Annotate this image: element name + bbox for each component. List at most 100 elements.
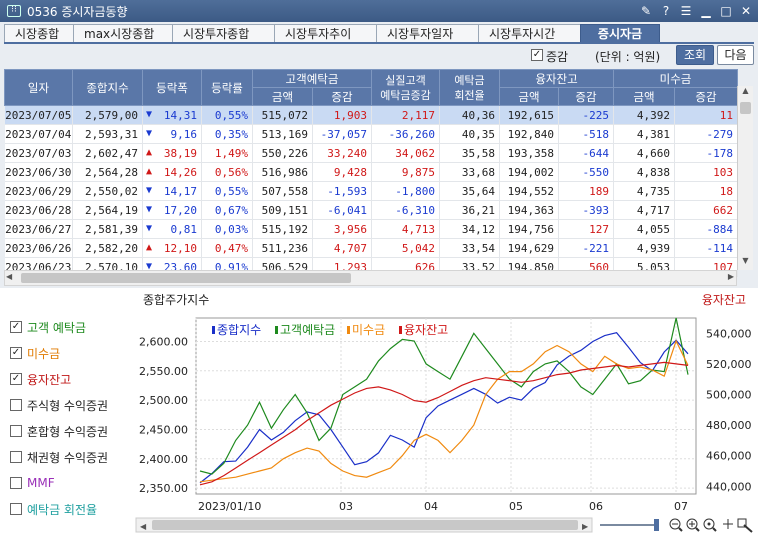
crosshair-icon[interactable] xyxy=(723,519,733,529)
table-cell: -1,593 xyxy=(312,181,372,201)
series-check-item[interactable]: 혼합형 수익증권 xyxy=(10,418,108,444)
table-cell: -37,057 xyxy=(312,124,372,144)
scroll-left-icon[interactable]: ◀ xyxy=(6,272,13,281)
table-row[interactable]: 2023/06/27 2,581,39 ▼ 0,81 0,03% 515,192 3,956… xyxy=(4,219,739,239)
series-checkbox[interactable]: ✓ xyxy=(10,373,22,385)
series-checkbox[interactable]: ✓ xyxy=(10,321,22,333)
zoom-out-icon[interactable] xyxy=(669,518,683,532)
header-credit-amount[interactable]: 금액 xyxy=(499,87,559,106)
zoom-reset-icon[interactable] xyxy=(703,518,717,532)
series-checkbox[interactable] xyxy=(10,477,22,489)
table-cell: 2023/06/28 xyxy=(4,200,73,220)
next-button[interactable]: 다음 xyxy=(717,45,754,65)
tab-investor-daily[interactable]: 시장투자일자 xyxy=(376,24,479,43)
scroll-up-icon[interactable]: ▲ xyxy=(742,86,749,95)
tab-investor-hourly[interactable]: 시장투자시간 xyxy=(478,24,581,43)
up-arrow-icon: ▲ xyxy=(146,165,153,177)
down-arrow-icon: ▼ xyxy=(146,127,153,139)
scroll-right-icon[interactable]: ▶ xyxy=(727,272,734,281)
x-tick-label: 2023/01/10 xyxy=(198,500,261,513)
header-real-deposit[interactable]: 실질고객 예탁금증감 xyxy=(371,69,440,106)
header-credit[interactable]: 융자잔고 xyxy=(498,69,615,88)
series-check-item[interactable]: 채권형 수익증권 xyxy=(10,444,108,470)
header-deposit-amount[interactable]: 금액 xyxy=(252,87,313,106)
header-credit-diff[interactable]: 증감 xyxy=(557,87,615,106)
help-icon[interactable]: ? xyxy=(662,4,670,18)
hscroll-thumb[interactable] xyxy=(21,273,351,283)
pin-icon[interactable]: ✎ xyxy=(640,4,652,18)
header-deposit-diff[interactable]: 증감 xyxy=(312,87,372,106)
menu-icon[interactable]: ☰ xyxy=(680,4,692,18)
scroll-down-icon[interactable]: ▼ xyxy=(742,256,749,265)
header-index[interactable]: 종합지수 xyxy=(72,69,143,106)
table-row[interactable]: 2023/06/30 2,564,28 ▲ 14,26 0,56% 516,986 9,42… xyxy=(4,162,739,182)
tab-investor-trend[interactable]: 시장투자추이 xyxy=(274,24,377,43)
table-cell: 2023/06/30 xyxy=(4,162,73,182)
table-horizontal-scrollbar[interactable]: ◀ ▶ xyxy=(4,270,737,286)
table-cell: 194,756 xyxy=(499,219,559,239)
settings-icon[interactable] xyxy=(737,518,753,533)
diff-checkbox[interactable]: ✓ xyxy=(531,49,543,61)
legend-label: 융자잔고 xyxy=(404,323,448,337)
series-checkbox[interactable]: ✓ xyxy=(10,347,22,359)
zoom-slider-thumb[interactable] xyxy=(654,519,659,531)
header-unpaid[interactable]: 미수금 xyxy=(613,69,739,88)
table-cell: 2,564,28 xyxy=(72,162,143,182)
series-check-item[interactable]: 주식형 수익증권 xyxy=(10,392,108,418)
series-checkbox[interactable] xyxy=(10,451,22,463)
grid-lines xyxy=(195,318,696,494)
series-line xyxy=(199,339,689,483)
table-vertical-scrollbar[interactable]: ▲ ▼ xyxy=(737,86,753,270)
chart-scroll-right-icon[interactable]: ▶ xyxy=(582,522,589,531)
zoom-in-icon[interactable] xyxy=(686,518,700,532)
header-unpaid-diff[interactable]: 증감 xyxy=(674,87,739,106)
tab-market-summary[interactable]: 시장종합 xyxy=(4,24,74,43)
table-cell: 18 xyxy=(674,181,739,201)
header-date[interactable]: 일자 xyxy=(4,69,73,106)
query-button[interactable]: 조회 xyxy=(676,45,714,65)
x-tick-label: 04 xyxy=(424,500,438,513)
fund-table: 일자 종합지수 등락폭 등락률 고객예탁금 실질고객 예탁금증감 예탁금 회전율 융… xyxy=(4,69,739,277)
table-cell: 40,36 xyxy=(439,105,500,125)
series-checkbox[interactable] xyxy=(10,399,22,411)
table-cell: 0,47% xyxy=(201,238,253,258)
tab-max-market-summary[interactable]: max시장종합 xyxy=(73,24,173,43)
table-cell: 2,117 xyxy=(371,105,440,125)
series-checkbox[interactable] xyxy=(10,503,22,515)
header-turnover[interactable]: 예탁금 회전율 xyxy=(439,69,500,106)
header-change[interactable]: 등락폭 xyxy=(142,69,202,106)
chart-scroll-thumb[interactable] xyxy=(152,520,578,530)
series-checkbox[interactable] xyxy=(10,425,22,437)
table-row[interactable]: 2023/06/28 2,564,19 ▼ 17,20 0,67% 509,151 -6,0… xyxy=(4,200,739,220)
table-cell: -393 xyxy=(558,200,615,220)
series-check-item[interactable]: MMF xyxy=(10,470,108,496)
tab-market-funds[interactable]: 증시자금 xyxy=(580,24,660,43)
legend-swatch xyxy=(347,326,350,334)
scroll-thumb[interactable] xyxy=(740,102,751,114)
window-title: 0536 증시자금동향 xyxy=(27,4,128,19)
table-cell: 0,03% xyxy=(201,219,253,239)
table-row[interactable]: 2023/07/05 2,579,00 ▼ 14,31 0,55% 515,072 1,90… xyxy=(4,105,739,125)
table-row[interactable]: 2023/06/29 2,550,02 ▼ 14,17 0,55% 507,558 -1,5… xyxy=(4,181,739,201)
header-deposit[interactable]: 고객예탁금 xyxy=(252,69,372,88)
table-cell: -518 xyxy=(558,124,615,144)
series-check-item[interactable]: ✓ 미수금 xyxy=(10,340,108,366)
close-icon[interactable]: ✕ xyxy=(740,4,752,18)
series-check-item[interactable]: ✓ 융자잔고 xyxy=(10,366,108,392)
tab-bar: 시장종합 max시장종합 시장투자종합 시장투자추이 시장투자일자 시장투자시간… xyxy=(4,24,660,43)
header-unpaid-amount[interactable]: 금액 xyxy=(613,87,676,106)
maximize-icon[interactable]: □ xyxy=(720,4,732,18)
minimize-icon[interactable]: ▁ xyxy=(701,4,711,18)
table-cell: 9,875 xyxy=(371,162,440,182)
chart-scroll-left-icon[interactable]: ◀ xyxy=(140,522,147,531)
series-check-item[interactable]: ✓ 고객 예탁금 xyxy=(10,314,108,340)
table-row[interactable]: 2023/07/04 2,593,31 ▼ 9,16 0,35% 513,169 -37,0… xyxy=(4,124,739,144)
chart-svg[interactable]: 종합주가지수 융자잔고 2,600.00 2,550.00 2,500.00 2,45… xyxy=(0,288,758,539)
table-row[interactable]: 2023/07/03 2,602,47 ▲ 38,19 1,49% 550,226 33,2… xyxy=(4,143,739,163)
series-check-item[interactable]: 예탁금 회전율 xyxy=(10,496,108,522)
tab-investor-summary[interactable]: 시장투자종합 xyxy=(172,24,275,43)
header-rate[interactable]: 등락률 xyxy=(201,69,253,106)
table-row[interactable]: 2023/06/26 2,582,20 ▲ 12,10 0,47% 511,236 4,70… xyxy=(4,238,739,258)
table-cell: -6,310 xyxy=(371,200,440,220)
table-cell: 2023/06/27 xyxy=(4,219,73,239)
